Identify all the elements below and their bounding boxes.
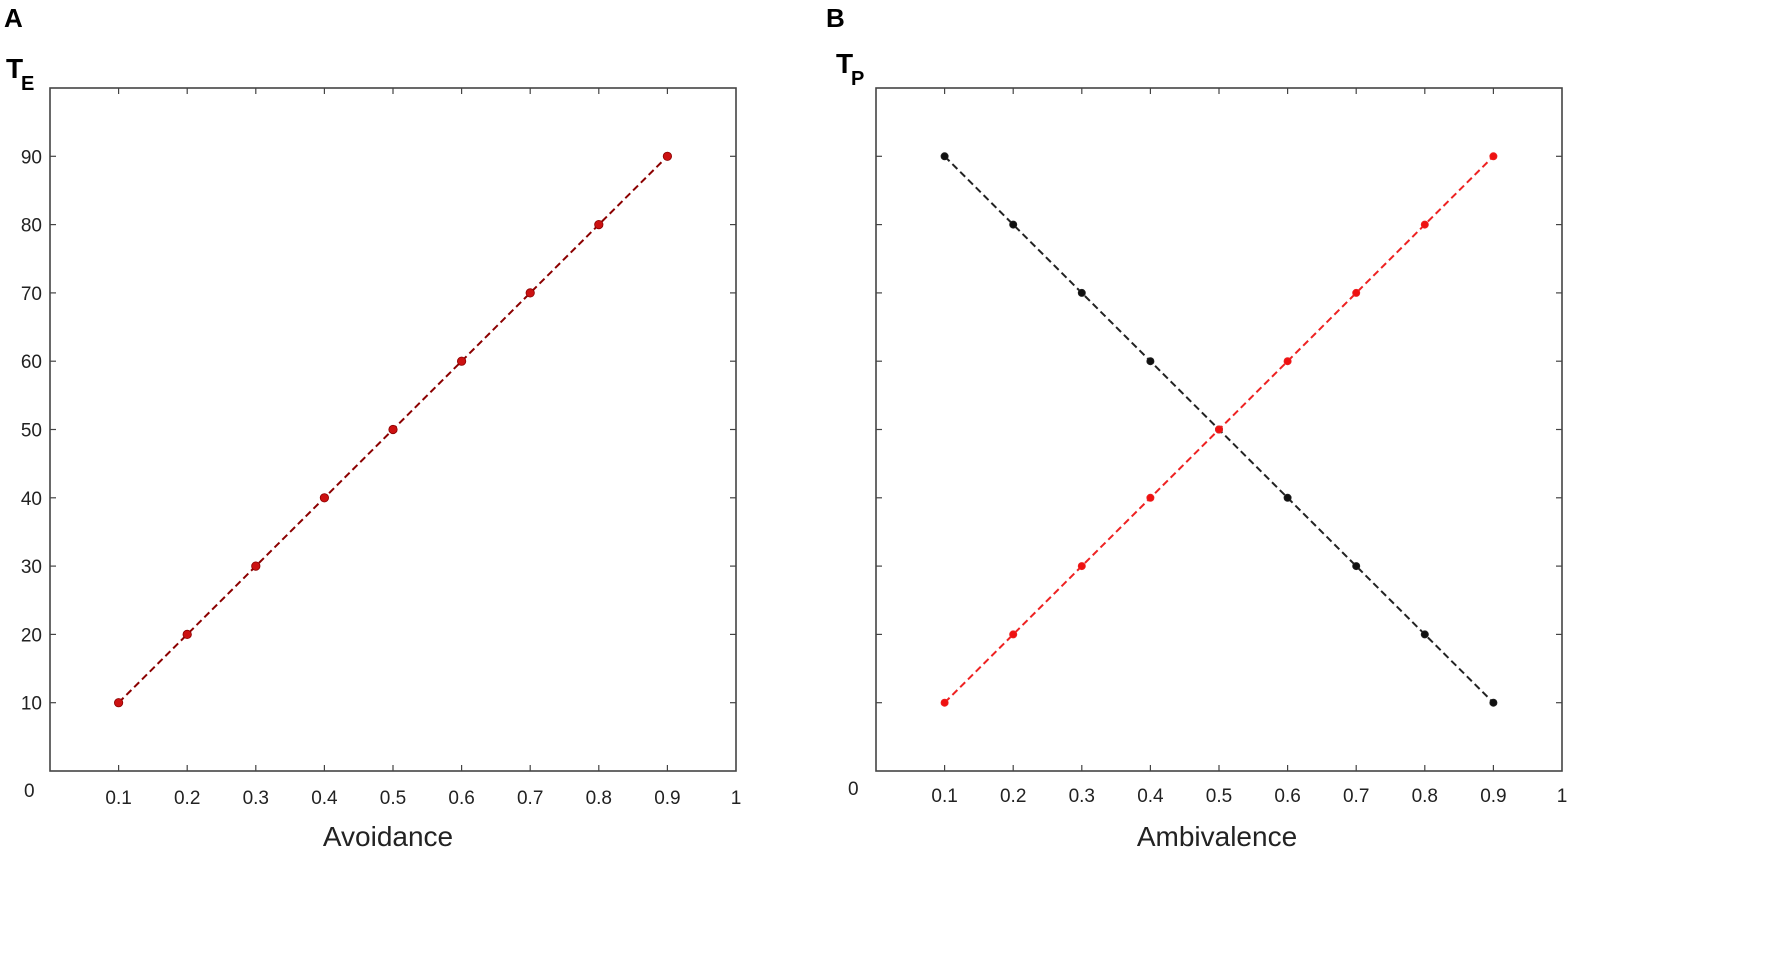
- data-point: [1215, 425, 1224, 434]
- panel-b-x-axis-label: Ambivalence: [1137, 821, 1297, 852]
- x-tick-label: 0.5: [1206, 786, 1232, 807]
- data-point: [1420, 220, 1429, 229]
- y-tick-label: 20: [21, 625, 42, 646]
- x-tick-label: 0.4: [311, 788, 338, 809]
- panel-a-y-ticks: 10 20 30 40 50 60 70 80 90: [21, 147, 736, 715]
- data-point: [182, 629, 192, 640]
- x-tick-label: 0.9: [654, 788, 680, 809]
- data-point: [1352, 288, 1361, 297]
- panel-b-x-ticks: 0.1 0.2 0.3 0.4 0.5 0.6 0.7 0.8 0.9 1: [931, 88, 1567, 807]
- y-tick-label: 70: [21, 284, 42, 305]
- panel-a-letter: A: [4, 3, 23, 33]
- data-point: [388, 424, 398, 435]
- data-point: [1146, 493, 1155, 502]
- data-point: [594, 220, 604, 230]
- x-tick-label: 0.9: [1480, 786, 1506, 807]
- y-tick-label: 10: [21, 694, 42, 715]
- x-tick-label: 1: [731, 788, 742, 809]
- data-point: [1146, 357, 1155, 366]
- data-point: [251, 561, 261, 571]
- data-point: [1283, 357, 1292, 366]
- y-tick-label: 40: [21, 489, 42, 510]
- x-tick-label: 0.7: [1343, 786, 1369, 807]
- panel-a-plot-area: [114, 151, 673, 708]
- panel-a-ylabel-sub: E: [21, 73, 34, 95]
- panel-b-ylabel-main: T: [836, 48, 853, 79]
- x-tick-label: 0.3: [1069, 786, 1095, 807]
- x-tick-label: 0.2: [174, 788, 200, 809]
- data-point: [319, 493, 329, 503]
- panel-b-origin-label: 0: [848, 779, 859, 800]
- panel-a-ylabel-main: T: [6, 53, 23, 84]
- panel-a-x-axis-label: Avoidance: [323, 821, 453, 852]
- y-tick-label: 80: [21, 216, 42, 237]
- data-point: [525, 288, 535, 298]
- data-point: [662, 151, 673, 161]
- x-tick-label: 0.6: [1274, 786, 1300, 807]
- data-point: [1009, 630, 1018, 639]
- x-tick-label: 0.2: [1000, 786, 1026, 807]
- panel-b-ylabel-sub: P: [851, 68, 864, 90]
- x-tick-label: 1: [1557, 786, 1568, 807]
- panel-a-origin-label: 0: [24, 781, 35, 802]
- x-tick-label: 0.1: [931, 786, 957, 807]
- x-tick-label: 0.6: [448, 788, 474, 809]
- y-tick-label: 50: [21, 421, 42, 442]
- panel-b-y-ticks: [876, 155, 1562, 704]
- x-tick-label: 0.8: [1412, 786, 1438, 807]
- data-point: [1077, 562, 1086, 571]
- x-tick-label: 0.8: [586, 788, 612, 809]
- y-tick-label: 90: [21, 147, 42, 168]
- y-tick-label: 30: [21, 557, 42, 578]
- data-point: [1489, 152, 1498, 161]
- x-tick-label: 0.1: [105, 788, 131, 809]
- x-tick-label: 0.4: [1137, 786, 1164, 807]
- data-point: [456, 356, 467, 366]
- x-tick-label: 0.7: [517, 788, 543, 809]
- data-point: [1352, 562, 1361, 571]
- data-point: [940, 698, 949, 707]
- panel-b: B T P 0.1 0.2 0.3 0.4 0.5 0.6 0.7 0.8 0.9 1 0 Amb…: [826, 3, 1567, 852]
- panel-a-x-ticks: 0.1 0.2 0.3 0.4 0.5 0.6 0.7 0.8 0.9 1: [105, 88, 741, 809]
- y-tick-label: 60: [21, 352, 42, 373]
- panel-b-plot-area: [940, 152, 1498, 707]
- data-point: [940, 152, 949, 161]
- data-point: [1283, 493, 1292, 502]
- data-point: [1009, 220, 1018, 229]
- data-point: [1077, 288, 1086, 297]
- data-point: [1420, 630, 1429, 639]
- data-point: [114, 698, 124, 708]
- x-tick-label: 0.3: [243, 788, 269, 809]
- x-tick-label: 0.5: [380, 788, 406, 809]
- data-point: [1489, 698, 1498, 707]
- panel-b-letter: B: [826, 3, 845, 33]
